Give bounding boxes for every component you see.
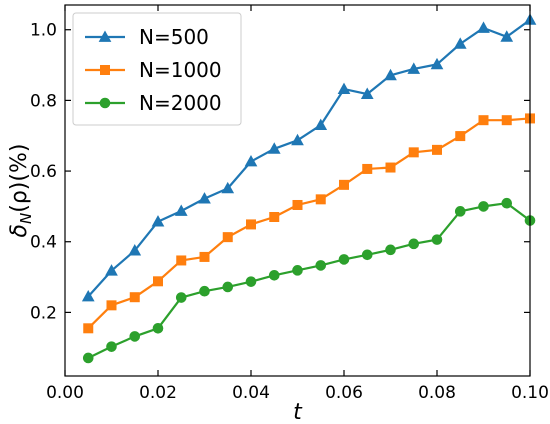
data-point [477, 21, 490, 33]
x-tick-label: 0.08 [418, 383, 456, 403]
legend-marker [98, 30, 112, 42]
data-point [360, 87, 374, 99]
legend-label: N=2000 [139, 91, 222, 115]
data-point [407, 62, 421, 74]
legend: N=500 N=1000 N=2000 [72, 12, 242, 126]
data-point [106, 300, 117, 311]
data-point [222, 281, 234, 293]
legend-marker [99, 97, 111, 109]
data-point [82, 352, 94, 364]
y-axis-label-rest: (ρ)(%) [7, 144, 32, 213]
data-point [337, 82, 351, 94]
data-point [129, 292, 140, 303]
data-point [501, 115, 512, 126]
data-point [267, 142, 281, 154]
data-point [292, 265, 303, 276]
data-point [430, 57, 444, 70]
series-3 [82, 197, 536, 364]
data-point [244, 154, 258, 167]
data-point [152, 323, 164, 334]
x-tick-label: 0.02 [139, 383, 177, 403]
data-point [408, 147, 419, 158]
data-point [268, 270, 280, 281]
legend-label: N=1000 [139, 58, 222, 82]
x-tick-label: 0.10 [511, 383, 549, 403]
y-tick-label: 0.4 [30, 233, 57, 253]
data-point [361, 249, 373, 261]
y-axis-ticks: 0.2 0.4 0.6 0.8 1.0 [30, 21, 530, 323]
y-tick-label: 0.8 [30, 91, 57, 111]
legend-items: N=500 N=1000 N=2000 [85, 25, 222, 115]
data-point [129, 331, 141, 342]
series-line [87, 202, 531, 359]
data-point [198, 192, 211, 204]
data-point [385, 162, 396, 173]
x-tick-label: 0.04 [232, 383, 270, 403]
data-point [455, 131, 466, 142]
data-point [338, 254, 350, 265]
data-point [128, 244, 142, 256]
data-point [362, 163, 373, 174]
x-axis-label: t [293, 400, 303, 424]
legend-marker [100, 65, 110, 75]
data-point [175, 292, 187, 303]
plot-frame [64, 4, 531, 377]
data-point [106, 341, 117, 352]
data-point [199, 251, 210, 262]
data-point [453, 37, 467, 49]
y-axis-label-subscript: N [17, 213, 35, 224]
data-point [500, 30, 514, 42]
data-point [153, 276, 163, 287]
y-tick-label: 0.6 [30, 162, 57, 182]
data-point [478, 201, 489, 212]
data-point [245, 276, 257, 287]
data-point [478, 115, 489, 126]
data-point [384, 68, 397, 81]
data-point [432, 144, 442, 155]
data-point [199, 285, 210, 297]
data-point [431, 234, 443, 245]
data-point [83, 323, 94, 334]
legend-item: N=2000 [85, 91, 222, 115]
plot-area [81, 13, 537, 364]
x-tick-label: 0.06 [325, 383, 363, 403]
y-tick-label: 1.0 [30, 21, 57, 41]
data-point [105, 264, 118, 276]
data-point [408, 238, 420, 250]
y-axis-label: δN(ρ)(%) [7, 144, 35, 238]
data-point [385, 244, 396, 256]
data-point [81, 289, 95, 302]
axes [64, 4, 531, 377]
data-point [339, 179, 349, 190]
series-2 [83, 113, 535, 334]
data-point [315, 260, 327, 271]
data-point [246, 219, 256, 230]
x-tick-label: 0.00 [46, 383, 84, 403]
series-1 [81, 13, 537, 302]
y-tick-label: 0.2 [30, 303, 57, 323]
data-point [501, 197, 513, 209]
legend-box [72, 12, 242, 126]
data-point [222, 232, 233, 243]
data-point [315, 194, 326, 205]
x-axis-ticks: 0.00 0.02 0.04 0.06 0.08 0.10 [46, 5, 549, 403]
data-point [269, 212, 280, 222]
legend-label: N=500 [139, 25, 209, 49]
data-point [291, 133, 304, 146]
legend-item: N=1000 [85, 58, 222, 82]
y-axis-label-symbol: δ [7, 224, 32, 237]
data-point [292, 199, 303, 210]
data-point [176, 255, 187, 266]
data-point [221, 181, 235, 194]
legend-item: N=500 [85, 25, 209, 49]
data-point [454, 206, 466, 217]
data-point [151, 215, 165, 227]
data-point [314, 118, 328, 131]
data-point [174, 204, 188, 216]
